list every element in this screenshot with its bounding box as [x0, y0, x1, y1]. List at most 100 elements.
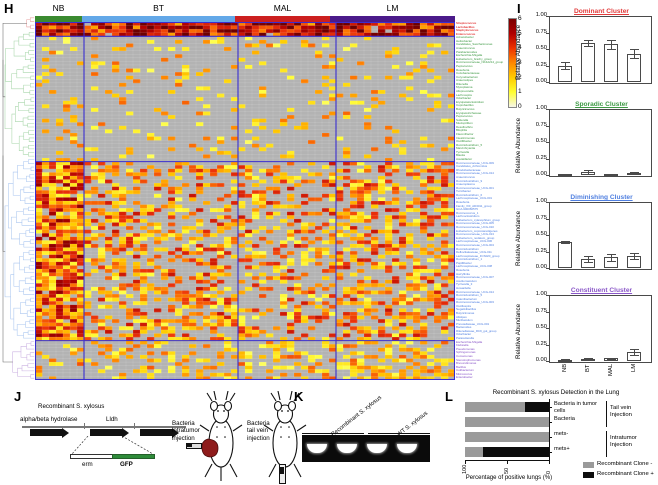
error-bar: [634, 348, 635, 356]
gel-group-label-left: Recombinant S. xylosus: [330, 394, 384, 438]
cluster-plot-title: Constituent Cluster: [570, 287, 633, 294]
taxon-label: Ruminococcaceae_UCG-001: [456, 185, 494, 190]
cluster-plot-title: Dominant Cluster: [574, 8, 629, 15]
category-tick: [549, 452, 552, 453]
taxon-label: Ruminiclostridium_9: [456, 178, 483, 183]
y-tick-label: 1.00: [535, 105, 547, 111]
category-tick: [549, 422, 552, 423]
taxon-label: Alloprevotella: [456, 89, 474, 94]
colorbar-tick-0: 0: [518, 103, 522, 110]
taxon-label: Lactobacillus: [456, 24, 475, 29]
error-cap: [560, 68, 570, 70]
taxon-label: Tyzzerella_3: [456, 282, 473, 287]
colorbar-tick-1: 1: [518, 88, 522, 96]
taxon-label: Parasutterella: [456, 336, 474, 341]
cluster-plot-title: Diminishing Cluster: [570, 194, 633, 201]
taxon-label: Lachnospira: [456, 92, 472, 97]
taxon-label: Oscillospira: [456, 303, 471, 308]
gene-arrow-2-head: [122, 427, 129, 438]
panel-j-letter: J: [14, 389, 22, 404]
taxon-label: Tyzzerella: [456, 149, 470, 154]
taxon-label: Ruminiclostridium_6: [456, 192, 483, 197]
heatmap-colorbar: 6 5 4 3 2 1 0: [508, 15, 534, 112]
taxon-label: Eubacterium_coprostanoligenes: [456, 228, 498, 233]
y-tick-label: 1.00: [535, 291, 547, 297]
taxon-label: Stenotrophomonas: [456, 357, 481, 362]
taxon-label: Roseburia: [456, 200, 470, 204]
x-tick-label-bt: BT: [585, 364, 591, 372]
error-cap: [560, 242, 570, 244]
syringe-intratumor-plunger: [186, 443, 192, 447]
bar-nb: [558, 174, 572, 177]
taxon-label: Ruminiclostridium: [456, 246, 479, 251]
taxon-label: Ruminiclostridium_1: [456, 257, 483, 262]
colorbar-tick-5: 5: [518, 29, 522, 37]
taxon-label: Erysipelotrichaceae: [456, 110, 482, 115]
gene-arrow-1-head: [62, 427, 69, 438]
y-tick-mark: [546, 16, 549, 17]
y-tick-label: 1.00: [535, 198, 547, 204]
y-tick-mark: [546, 109, 549, 110]
error-cap: [560, 62, 570, 63]
column-group-mal: [235, 16, 330, 22]
error-bar: [611, 253, 612, 262]
taxon-label: Lachnoclostridium: [456, 214, 480, 219]
y-tick-mark: [546, 65, 549, 67]
heatmap-canvas[interactable]: [35, 22, 455, 380]
panel-l-letter: L: [445, 389, 453, 404]
heatmap-grid[interactable]: [35, 22, 455, 380]
taxon-label: Odoribacter: [456, 332, 472, 337]
y-tick-mark: [546, 142, 549, 143]
gel-group-rule-left: [302, 433, 364, 434]
construct-title: Recombinant S. xylosus: [38, 403, 105, 410]
y-axis-label: Relative Abundance: [515, 24, 522, 80]
taxon-label: Ruminococcaceae_UCG-014: [456, 171, 494, 176]
row-dendrogram: [2, 16, 35, 380]
taxon-label: Turicibacter: [456, 189, 471, 194]
error-bar: [634, 253, 635, 260]
taxon-label: Sphingomonas: [456, 350, 476, 355]
y-tick-mark: [546, 268, 549, 269]
taxon-label: Cutibacterium: [456, 368, 474, 373]
error-cap: [560, 240, 570, 242]
taxon-label: Ruminococcaceae_UCG-013: [456, 232, 494, 237]
error-cap: [560, 359, 570, 360]
column-group-label-nb: NB: [52, 3, 65, 13]
error-cap: [583, 255, 593, 257]
taxon-label: Bilophila: [456, 128, 467, 133]
taxon-label: Ruminococcaceae_UCG-007: [456, 275, 494, 280]
colorbar-tick-6: 6: [518, 15, 522, 22]
y-axis-label: Relative Abundance: [515, 303, 522, 359]
y-tick-mark: [546, 32, 549, 34]
cluster-plot-title: Sporadic Cluster: [575, 101, 628, 108]
bar-mal: [604, 44, 618, 82]
error-cap: [629, 49, 639, 50]
taxon-label: Anaerotruncus: [456, 46, 475, 51]
tumor-mass: [201, 438, 219, 458]
y-tick-label: 0.25: [535, 154, 547, 161]
y-tick-label: 0.75: [535, 214, 547, 221]
error-cap: [560, 359, 570, 361]
panel-j-schematic: J Recombinant S. xylosus alpha/beta hydr…: [0, 388, 307, 485]
legend-label: Recombinant Clone -: [597, 461, 653, 467]
taxon-label: Oscillibacter: [456, 139, 472, 144]
taxon-label: Lachnospiraceae_UCG-006: [456, 239, 493, 244]
y-tick-mark: [546, 49, 549, 50]
taxon-label: Enterococcus: [456, 31, 476, 36]
error-cap: [583, 169, 593, 171]
taxon-label: Roseburia: [456, 268, 470, 273]
taxon-label: Escherichia-Shigella: [456, 339, 483, 344]
y-tick-mark: [546, 235, 549, 236]
taxon-label: Sutterella: [456, 117, 469, 122]
taxon-label: GCA-900066575: [456, 207, 478, 212]
column-group-lm: [330, 16, 455, 22]
gel-group-rule-right: [368, 433, 430, 434]
taxon-label: Parabacteroides: [456, 49, 478, 54]
insert-leader-lines: [71, 436, 154, 455]
error-cap: [629, 355, 639, 357]
taxon-label: Anaeroplasma: [456, 182, 475, 187]
taxon-label: Ruminococcaceae_UCG-009: [456, 160, 494, 165]
bar-clone-negative: [465, 432, 549, 442]
error-cap: [629, 172, 639, 173]
gel-band: [397, 444, 417, 453]
